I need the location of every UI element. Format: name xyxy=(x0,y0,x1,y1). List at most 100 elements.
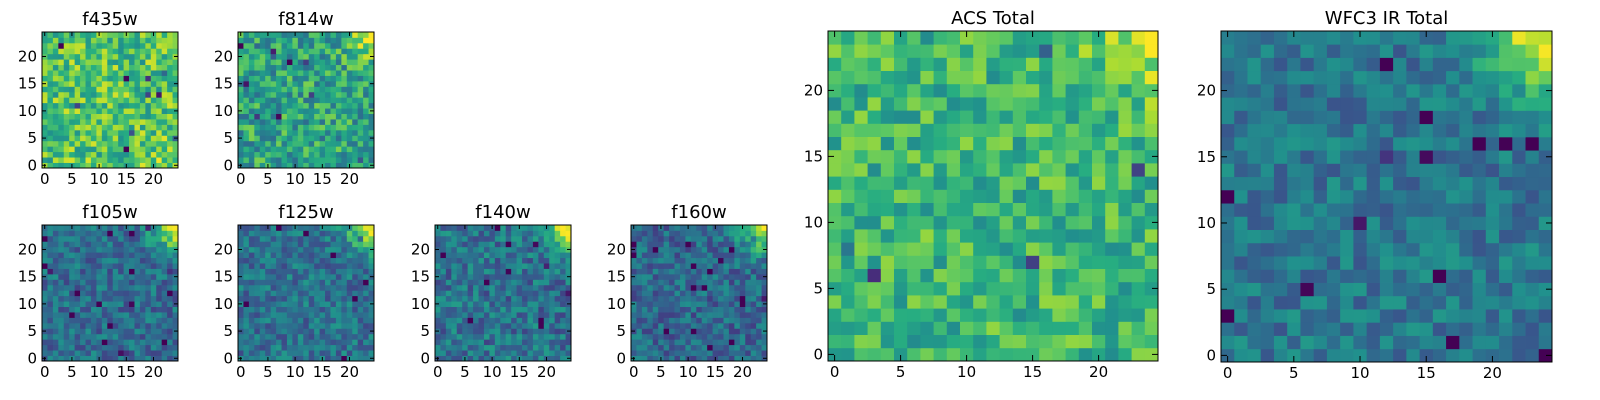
heatmap-cell xyxy=(352,42,359,49)
heatmap-cell xyxy=(357,350,364,356)
heatmap-cell xyxy=(1273,309,1288,323)
heatmap-cell xyxy=(346,48,353,55)
heatmap-cell xyxy=(363,355,369,362)
heatmap-cell xyxy=(986,57,1000,71)
heatmap-cell xyxy=(357,284,364,291)
heatmap-cell xyxy=(107,97,114,104)
heatmap-cell xyxy=(739,333,746,340)
heatmap-cell xyxy=(1287,203,1301,217)
heatmap-cell xyxy=(314,97,320,104)
heatmap-cell xyxy=(123,97,130,104)
heatmap-cell xyxy=(90,284,97,291)
heatmap-cell xyxy=(101,129,108,136)
heatmap-cell xyxy=(685,241,692,248)
heatmap-cell xyxy=(663,333,670,340)
heatmap-cell xyxy=(259,344,266,351)
y-tick-label: 5 xyxy=(27,129,37,147)
heatmap-cell xyxy=(549,317,556,324)
heatmap-cell xyxy=(150,273,157,280)
heatmap-cell xyxy=(440,252,447,259)
heatmap-cell xyxy=(1012,281,1027,296)
heatmap-cell xyxy=(828,229,842,243)
heatmap-cell xyxy=(483,333,490,340)
heatmap-cell xyxy=(270,339,277,346)
heatmap-cell xyxy=(1260,229,1275,244)
heatmap-cell xyxy=(483,252,490,259)
heatmap-cell xyxy=(129,97,135,104)
heatmap-cell xyxy=(134,344,141,351)
heatmap-cell xyxy=(69,235,76,242)
heatmap-cell xyxy=(357,268,364,275)
heatmap-cell xyxy=(478,263,485,269)
heatmap-cell xyxy=(451,284,458,291)
heatmap-cell xyxy=(335,48,342,55)
heatmap-cell xyxy=(1287,348,1301,363)
heatmap-cell xyxy=(270,157,277,163)
heatmap-cell xyxy=(47,355,54,362)
heatmap-cell xyxy=(58,135,65,142)
heatmap-cell xyxy=(734,263,741,269)
x-tick-label: 15 xyxy=(313,363,332,381)
heatmap-cell xyxy=(363,162,369,169)
heatmap-cell xyxy=(254,53,261,60)
heatmap-cell xyxy=(516,290,523,297)
heatmap-cell xyxy=(243,268,250,275)
heatmap-cell xyxy=(652,355,659,362)
heatmap-cell xyxy=(527,350,534,356)
heatmap-cell xyxy=(1092,229,1106,243)
heatmap-cell xyxy=(690,344,697,351)
heatmap-cell xyxy=(156,124,163,131)
heatmap-cell xyxy=(58,284,65,291)
heatmap-cell xyxy=(357,333,364,340)
heatmap-cell xyxy=(750,284,757,291)
heatmap-cell xyxy=(494,263,501,269)
heatmap-cell xyxy=(1052,163,1066,177)
heatmap-cell xyxy=(707,268,713,275)
heatmap-cell xyxy=(74,263,81,269)
heatmap-cell xyxy=(134,108,141,114)
heatmap-cell xyxy=(303,295,310,302)
heatmap-cell xyxy=(335,273,342,280)
heatmap-cell xyxy=(841,149,855,164)
heatmap-cell xyxy=(52,37,59,44)
heatmap-cell xyxy=(265,135,272,142)
heatmap-cell xyxy=(946,44,961,58)
heatmap-cell xyxy=(308,246,315,253)
heatmap-cell xyxy=(254,290,261,297)
heatmap-cell xyxy=(297,322,304,329)
heatmap-cell xyxy=(357,53,364,60)
heatmap-cell xyxy=(325,279,331,286)
heatmap-cell xyxy=(281,312,288,318)
heatmap-cell xyxy=(129,80,135,87)
plot-frame xyxy=(434,224,572,362)
heatmap-cell xyxy=(511,225,517,231)
heatmap-cell xyxy=(532,246,539,253)
heatmap-cell xyxy=(90,64,97,71)
heatmap-cell xyxy=(522,339,528,346)
panel-title: WFC3 IR Total xyxy=(1325,8,1448,29)
heatmap-cell xyxy=(254,257,261,264)
heatmap-cell xyxy=(58,53,65,60)
heatmap-cell xyxy=(118,146,124,153)
heatmap-cell xyxy=(112,263,119,269)
heatmap-cell xyxy=(880,255,895,269)
heatmap-cell xyxy=(828,136,842,151)
heatmap-cell xyxy=(1118,281,1132,296)
heatmap-cell xyxy=(647,252,654,259)
heatmap-cell xyxy=(352,75,359,82)
heatmap-cell xyxy=(129,344,135,351)
heatmap-cell xyxy=(297,91,304,98)
heatmap-cell xyxy=(74,306,81,313)
heatmap-cell xyxy=(292,263,299,269)
heatmap-cell xyxy=(129,48,135,55)
heatmap-cell xyxy=(933,308,948,322)
heatmap-cell xyxy=(440,350,447,356)
heatmap-cell xyxy=(47,119,54,125)
heatmap-cell xyxy=(907,44,921,58)
heatmap-cell xyxy=(363,268,369,275)
heatmap-cell xyxy=(696,290,703,297)
heatmap-cell xyxy=(259,53,266,60)
heatmap-cell xyxy=(107,108,114,114)
heatmap-cell xyxy=(259,312,266,318)
